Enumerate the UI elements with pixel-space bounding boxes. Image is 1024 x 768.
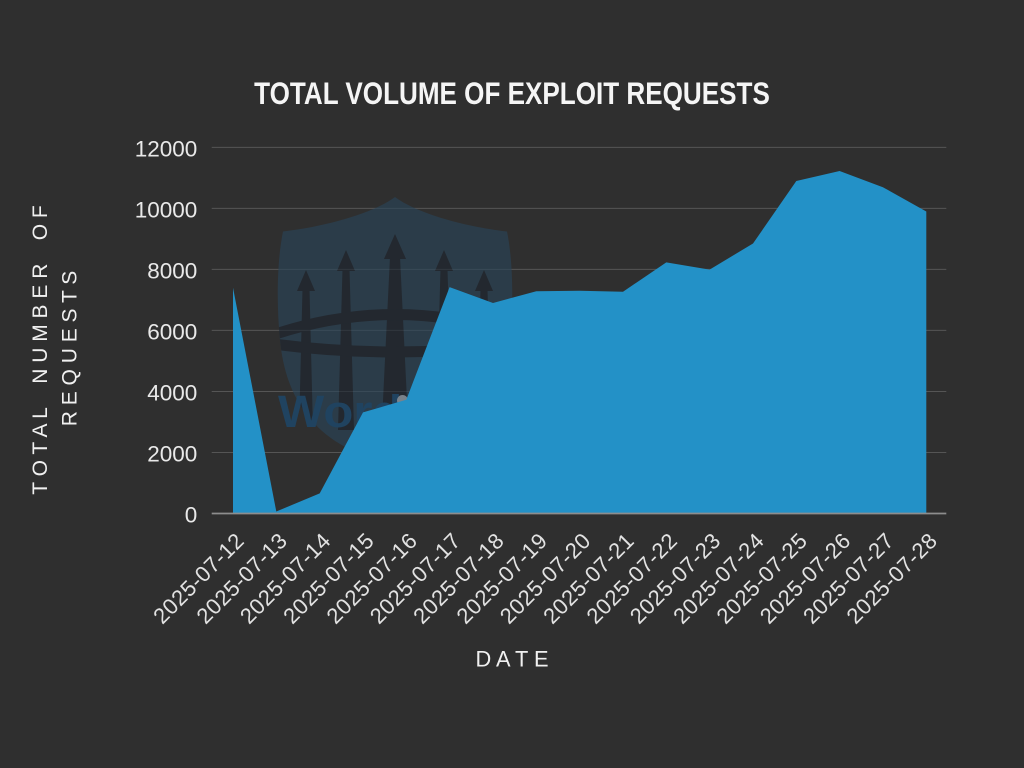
svg-text:8000: 8000: [147, 258, 197, 283]
svg-text:TOTAL VOLUME OF EXPLOIT REQUES: TOTAL VOLUME OF EXPLOIT REQUESTS: [254, 77, 770, 112]
svg-text:R E Q U E S T S: R E Q U E S T S: [59, 271, 82, 427]
svg-text:10000: 10000: [135, 197, 198, 222]
svg-text:D A T E: D A T E: [475, 647, 548, 672]
svg-text:T O T A L N U M B E R O: T O T A L N U M B E R O F: [29, 205, 52, 494]
svg-text:0: 0: [185, 503, 198, 528]
svg-text:4000: 4000: [147, 381, 197, 406]
svg-text:12000: 12000: [135, 136, 198, 161]
svg-text:6000: 6000: [147, 319, 197, 344]
svg-text:2000: 2000: [147, 442, 197, 467]
